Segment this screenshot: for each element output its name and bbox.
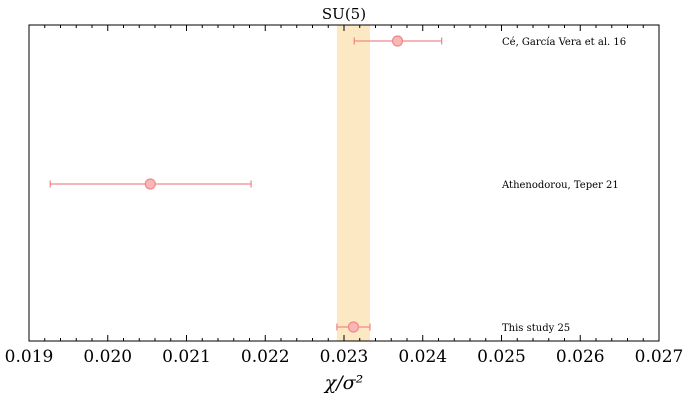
x-tick-label: 0.019 [5, 347, 54, 367]
entry-label: Cé, García Vera et al. 16 [502, 37, 626, 48]
entry-label: Athenodorou, Teper 21 [501, 180, 619, 191]
x-tick-label: 0.024 [398, 347, 447, 367]
x-tick-label: 0.022 [241, 347, 290, 367]
data-point [144, 178, 156, 190]
x-tick-label: 0.025 [477, 347, 526, 367]
uncertainty-band [336, 25, 370, 341]
data-point [391, 35, 404, 47]
entry-label: This study 25 [502, 323, 570, 334]
x-tick-label: 0.027 [635, 347, 684, 367]
x-axis-label: χ/σ² [323, 372, 364, 394]
x-tick-label: 0.026 [556, 347, 605, 367]
x-tick-label: 0.021 [162, 347, 211, 367]
x-tick-label: 0.023 [320, 347, 369, 367]
chart-title: SU(5) [322, 5, 366, 23]
x-tick-label: 0.020 [83, 347, 132, 367]
data-point [347, 321, 360, 333]
